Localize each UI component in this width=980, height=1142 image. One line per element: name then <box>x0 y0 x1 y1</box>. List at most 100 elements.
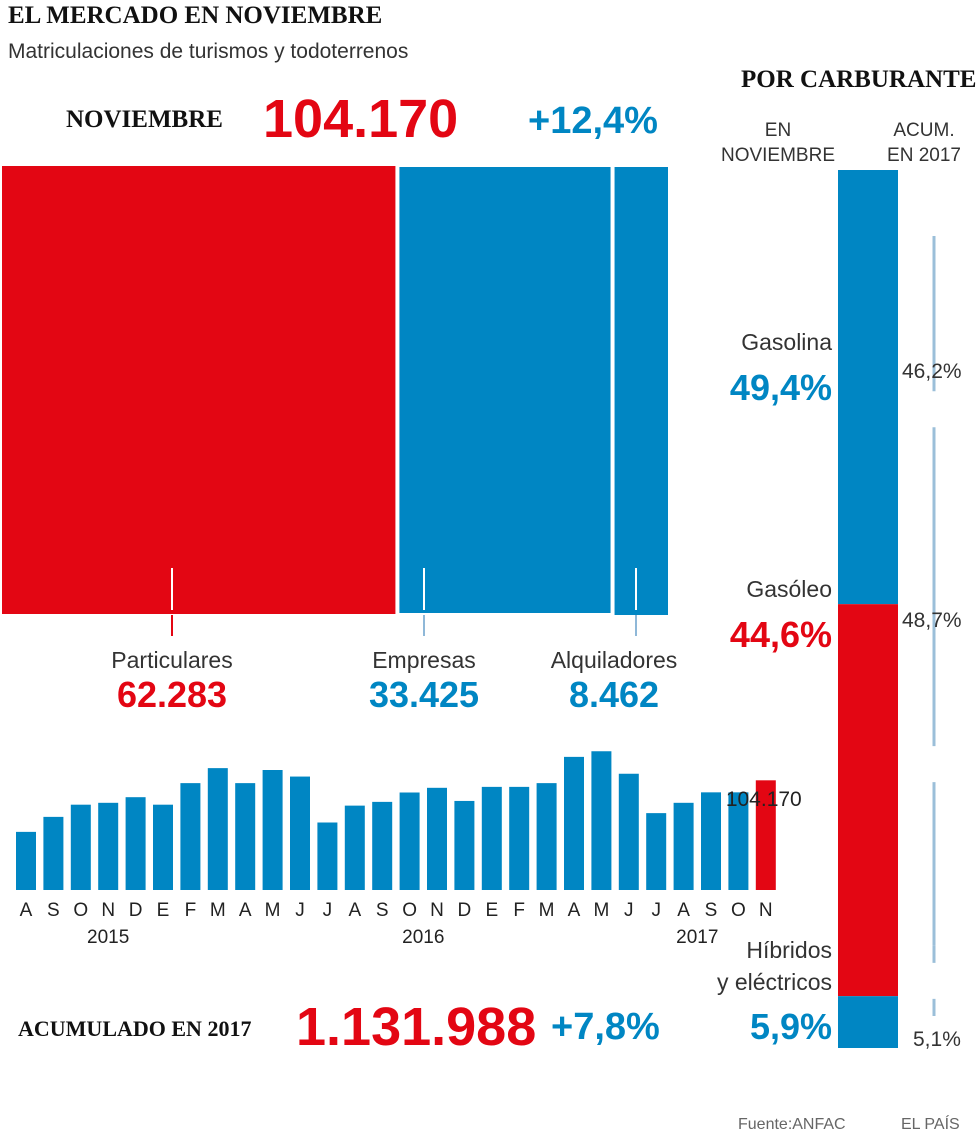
month-bar <box>43 816 64 890</box>
month-bar <box>317 822 338 890</box>
month-bar <box>454 800 475 890</box>
segment-value-empresas: 33.425 <box>368 674 480 715</box>
fuel-accum-gasolina: 46,2% <box>902 360 962 383</box>
segment-value-alquiladores: 8.462 <box>568 674 660 715</box>
month-tick-label: A <box>348 900 361 921</box>
year-label: 2016 <box>402 927 444 948</box>
fuel-title: POR CARBURANTE <box>741 66 977 93</box>
month-bar <box>207 768 228 890</box>
chart-subtitle: Matriculaciones de turismos y todoterren… <box>8 40 409 63</box>
fuel-name-gasolina: Gasolina <box>741 329 832 355</box>
fuel-name-hibridos-line1: Híbridos <box>746 937 832 963</box>
month-tick-label: O <box>73 900 88 921</box>
fuel-name-hibridos: Híbridos y eléctricos <box>620 934 832 998</box>
month-tick-label: J <box>323 900 333 921</box>
november-change: +12,4% <box>528 100 658 142</box>
month-bar <box>290 776 310 890</box>
accumulated-change: +7,8% <box>551 1006 660 1048</box>
month-bar <box>728 792 749 890</box>
month-tick-label: E <box>485 900 498 921</box>
month-bar <box>481 786 502 890</box>
month-bar <box>673 802 694 890</box>
segment-label-alquiladores: Alquiladores <box>550 647 678 673</box>
month-tick-label: F <box>513 900 525 921</box>
month-tick-label: D <box>458 900 472 921</box>
fuel-november-gasolina: 49,4% <box>729 367 832 408</box>
month-tick-label: N <box>430 900 444 921</box>
fuel-bar-hibridos <box>838 996 898 1048</box>
fuel-november-hibridos: 5,9% <box>749 1006 832 1047</box>
fuel-accum-hibridos: 5,1% <box>913 1028 961 1051</box>
fuel-col-november-line1: EN <box>764 120 792 141</box>
month-bar <box>536 783 557 890</box>
fuel-col-november-line2: NOVIEMBRE <box>720 145 836 166</box>
month-bar <box>618 773 639 890</box>
month-tick-label: J <box>295 900 305 921</box>
source-note: Fuente:ANFAC <box>738 1116 846 1133</box>
fuel-bar-gasoleo <box>838 604 898 997</box>
month-bar <box>427 787 447 890</box>
month-tick-label: J <box>651 900 661 921</box>
month-bar <box>564 756 584 890</box>
month-tick-label: A <box>239 900 252 921</box>
month-bar <box>262 770 283 890</box>
month-tick-label: D <box>129 900 143 921</box>
month-tick-label: M <box>593 900 609 921</box>
accumulated-label: ACUMULADO EN 2017 <box>18 1016 252 1041</box>
month-bar <box>646 813 667 890</box>
month-tick-label: A <box>677 900 690 921</box>
month-bar <box>70 804 91 890</box>
month-bar <box>399 792 420 890</box>
month-tick-label: M <box>210 900 226 921</box>
year-label: 2015 <box>87 927 129 948</box>
month-tick-label: O <box>731 900 746 921</box>
month-tick-label: M <box>539 900 555 921</box>
month-tick-label: S <box>376 900 389 921</box>
segment-label-empresas: Empresas <box>372 647 476 673</box>
month-bar <box>755 780 776 890</box>
month-tick-label: A <box>568 900 581 921</box>
fuel-name-gasoleo: Gasóleo <box>746 576 832 602</box>
fuel-col-november-header: EN NOVIEMBRE <box>708 118 848 168</box>
fuel-accum-gasoleo: 48,7% <box>902 609 962 632</box>
month-tick-label: S <box>47 900 60 921</box>
month-tick-label: A <box>20 900 33 921</box>
month-bar <box>591 751 612 890</box>
month-bar <box>98 802 119 890</box>
segment-block-particulares <box>2 166 396 614</box>
credit-note: EL PAÍS <box>901 1116 960 1133</box>
fuel-november-gasoleo: 44,6% <box>729 614 832 655</box>
month-bar <box>235 783 256 890</box>
month-tick-label: E <box>157 900 170 921</box>
fuel-col-accum-header: ACUM. EN 2017 <box>868 118 980 168</box>
fuel-col-accum-line2: EN 2017 <box>887 145 961 166</box>
segment-block-empresas <box>399 167 611 613</box>
fuel-bar-gasolina <box>838 170 898 605</box>
month-tick-label: J <box>624 900 634 921</box>
accumulated-total: 1.131.988 <box>296 997 537 1057</box>
month-tick-label: O <box>402 900 417 921</box>
month-tick-label: N <box>759 900 773 921</box>
november-label: NOVIEMBRE <box>66 106 223 133</box>
month-tick-label: S <box>705 900 718 921</box>
month-bar <box>509 786 530 890</box>
november-total: 104.170 <box>263 89 459 149</box>
segment-label-particulares: Particulares <box>111 647 233 673</box>
month-bar <box>372 801 393 890</box>
fuel-name-hibridos-line2: y eléctricos <box>716 969 832 995</box>
chart-title: EL MERCADO EN NOVIEMBRE <box>8 2 383 29</box>
segment-block-alquiladores <box>614 167 668 615</box>
month-bar <box>701 792 721 890</box>
month-bar <box>153 804 173 890</box>
month-tick-label: M <box>265 900 281 921</box>
highlight-bar-label: 104.170 <box>726 788 802 811</box>
year-label: 2017 <box>676 927 718 948</box>
month-bar <box>125 797 146 890</box>
month-bar <box>16 831 36 890</box>
fuel-col-accum-line1: ACUM. <box>893 120 955 141</box>
month-tick-label: N <box>101 900 115 921</box>
month-tick-label: F <box>185 900 197 921</box>
segment-value-particulares: 62.283 <box>116 674 228 715</box>
month-bar <box>344 805 365 890</box>
